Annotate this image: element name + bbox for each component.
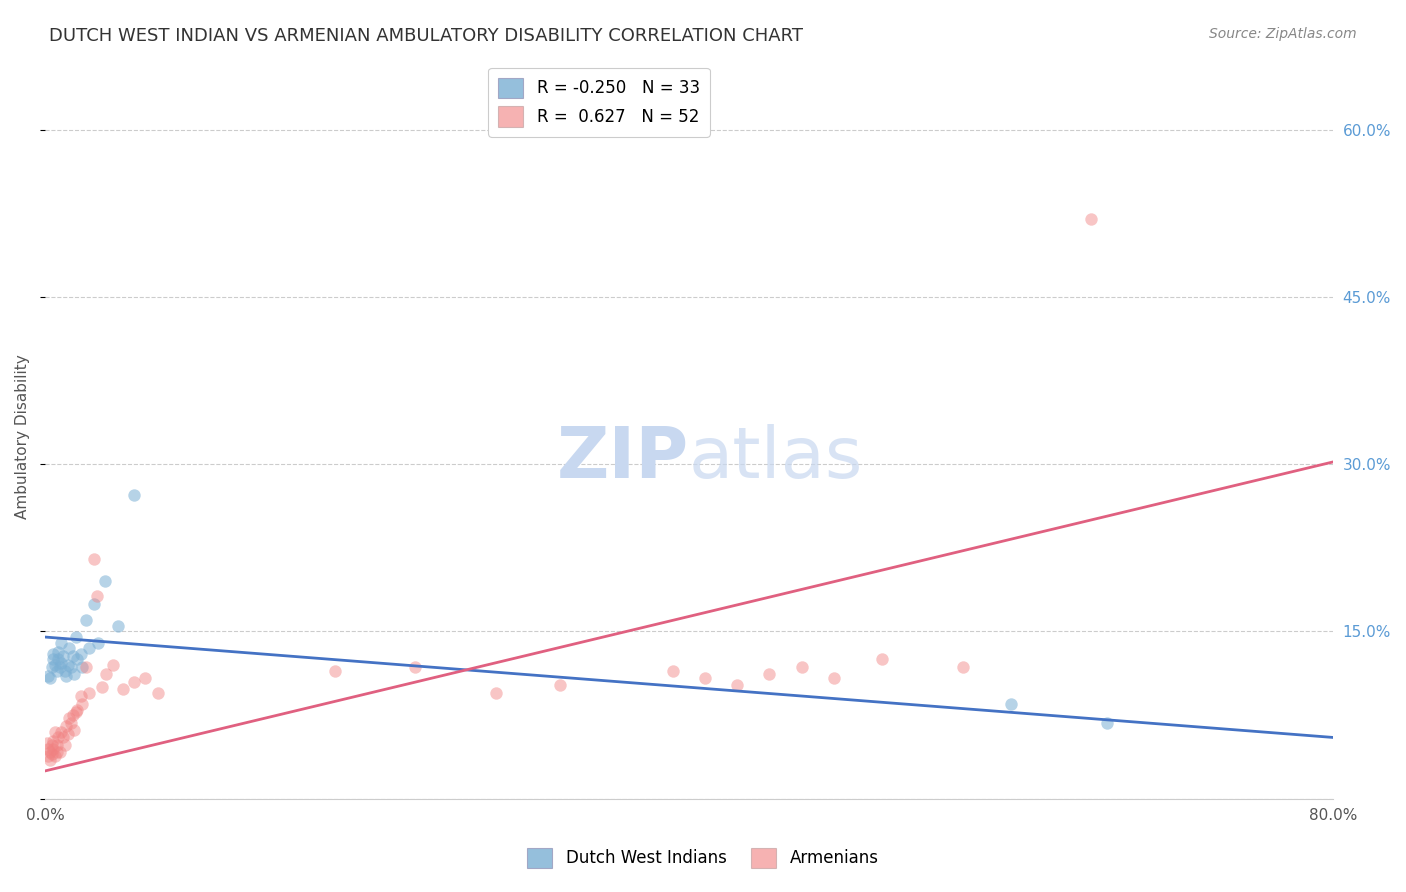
Point [44,749,66,764]
Point [1000,697,1022,711]
Text: atlas: atlas [689,424,863,492]
Point [725,678,748,692]
Point [404,660,426,674]
Point [51,635,73,649]
Point [101,657,124,672]
Point [122,674,145,689]
Point [63,723,86,737]
Point [53,738,76,752]
Point [75,660,97,674]
Point [823,671,845,685]
Point [42,647,65,661]
Point [69,689,91,703]
Point [39,753,62,767]
Point [758,666,780,681]
Point [83,597,105,611]
Point [60,715,83,730]
Point [111,682,134,697]
Point [662,664,685,678]
Point [485,686,508,700]
Point [62,708,84,723]
Point [56,657,79,672]
Text: Source: ZipAtlas.com: Source: ZipAtlas.com [1209,27,1357,41]
Point [46,731,69,745]
Point [66,652,89,666]
Point [86,589,108,603]
Point [42,741,65,756]
Point [35,736,58,750]
Point [94,574,117,589]
Point [45,738,67,752]
Point [53,664,76,678]
Point [60,660,83,674]
Point [51,724,73,739]
Point [146,686,169,700]
Point [52,731,75,745]
Point [41,738,63,752]
Point [58,711,80,725]
Point [72,697,94,711]
Point [87,635,110,649]
Point [49,745,72,759]
Point [1097,715,1119,730]
Point [107,619,129,633]
Point [122,488,145,502]
Point [69,647,91,661]
Point [37,669,59,683]
Point [51,656,73,670]
Point [39,745,62,759]
Point [65,705,87,719]
Point [45,664,67,678]
Point [790,660,813,674]
Point [52,648,75,663]
Point [83,552,105,566]
Point [45,745,67,759]
Point [55,669,77,683]
Point [55,719,77,733]
Point [96,666,118,681]
Point [1080,211,1102,226]
Point [39,671,62,685]
Legend: Dutch West Indians, Armenians: Dutch West Indians, Armenians [520,841,886,875]
Point [75,613,97,627]
Point [58,641,80,656]
Point [66,702,89,716]
Point [41,747,63,761]
Point [37,741,59,756]
Point [72,660,94,674]
Text: ZIP: ZIP [557,424,689,492]
Point [134,671,156,685]
Point [323,664,346,678]
Point [65,630,87,644]
Y-axis label: Ambulatory Disability: Ambulatory Disability [15,354,30,519]
Point [44,657,66,672]
Point [41,660,63,674]
Point [42,733,65,747]
Point [49,660,72,674]
Point [870,652,893,666]
Point [46,644,69,658]
Point [37,749,59,764]
Point [695,671,717,685]
Point [77,641,100,656]
Point [952,660,974,674]
Point [548,678,571,692]
Point [46,652,69,666]
Point [62,648,84,663]
Text: DUTCH WEST INDIAN VS ARMENIAN AMBULATORY DISABILITY CORRELATION CHART: DUTCH WEST INDIAN VS ARMENIAN AMBULATORY… [49,27,803,45]
Point [63,666,86,681]
Point [77,686,100,700]
Legend: R = -0.250   N = 33, R =  0.627   N = 52: R = -0.250 N = 33, R = 0.627 N = 52 [488,68,710,136]
Point [90,680,112,694]
Point [56,727,79,741]
Point [42,652,65,666]
Point [44,724,66,739]
